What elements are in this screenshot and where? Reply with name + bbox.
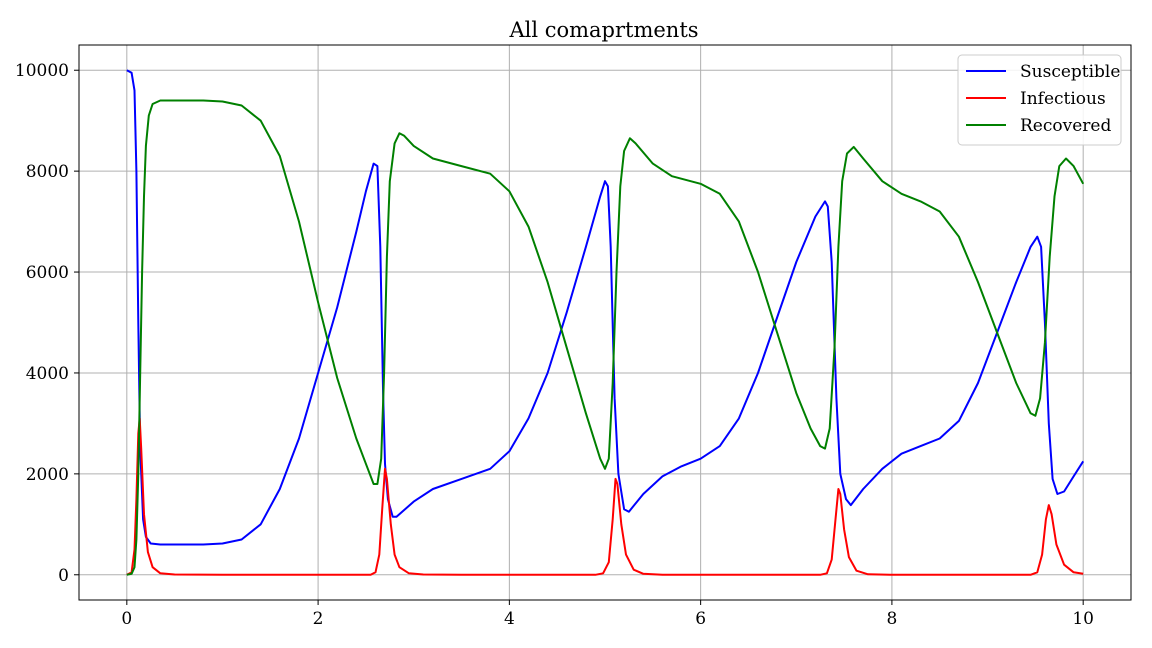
y-tick-label: 4000 bbox=[26, 364, 69, 384]
chart-title: All comaprtments bbox=[508, 18, 698, 42]
x-tick-label: 10 bbox=[1072, 609, 1094, 629]
x-tick-label: 4 bbox=[504, 609, 515, 629]
legend: Susceptible Infectious Recovered bbox=[957, 54, 1122, 146]
y-tick-label: 0 bbox=[58, 566, 69, 586]
x-tick-label: 0 bbox=[121, 609, 132, 629]
y-tick-label: 10000 bbox=[15, 61, 69, 81]
plot-frame bbox=[78, 44, 1132, 601]
series-line-infectious bbox=[126, 417, 1084, 576]
x-tick-label: 6 bbox=[695, 609, 706, 629]
axis-ticks: 0 2 4 6 8 10 0 2000 4000 6000 8000 10000 bbox=[15, 61, 1094, 629]
x-tick-label: 8 bbox=[886, 609, 897, 629]
y-tick-label: 2000 bbox=[26, 465, 69, 485]
legend-box bbox=[957, 54, 1122, 146]
series-line-recovered bbox=[126, 99, 1085, 576]
legend-label: Infectious bbox=[1020, 89, 1106, 109]
legend-label: Susceptible bbox=[1020, 62, 1120, 82]
legend-label: Recovered bbox=[1020, 116, 1111, 136]
series-line-susceptible bbox=[126, 69, 1085, 546]
y-tick-label: 8000 bbox=[26, 162, 69, 182]
y-tick-label: 6000 bbox=[26, 263, 69, 283]
x-tick-label: 2 bbox=[313, 609, 324, 629]
series-lines bbox=[126, 69, 1085, 576]
